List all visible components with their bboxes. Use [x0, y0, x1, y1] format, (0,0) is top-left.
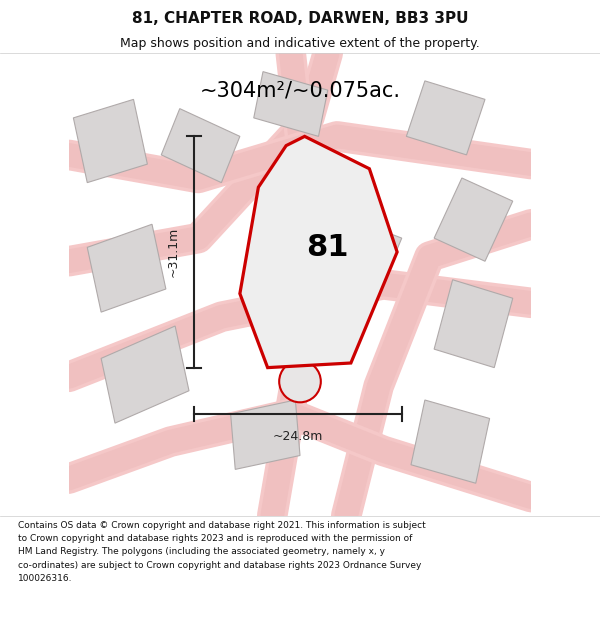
Polygon shape — [230, 400, 300, 469]
Text: Map shows position and indicative extent of the property.: Map shows position and indicative extent… — [120, 38, 480, 50]
Polygon shape — [161, 109, 240, 182]
Polygon shape — [406, 81, 485, 155]
Polygon shape — [411, 400, 490, 483]
Polygon shape — [319, 215, 402, 294]
Polygon shape — [240, 136, 397, 368]
Polygon shape — [434, 178, 513, 261]
Text: Contains OS data © Crown copyright and database right 2021. This information is : Contains OS data © Crown copyright and d… — [18, 521, 426, 583]
Polygon shape — [73, 99, 148, 182]
Text: 81, CHAPTER ROAD, DARWEN, BB3 3PU: 81, CHAPTER ROAD, DARWEN, BB3 3PU — [132, 11, 468, 26]
Text: ~24.8m: ~24.8m — [272, 431, 323, 444]
Polygon shape — [434, 280, 513, 368]
Text: ~304m²/~0.075ac.: ~304m²/~0.075ac. — [199, 80, 401, 100]
Polygon shape — [101, 326, 189, 423]
Circle shape — [279, 361, 321, 403]
Polygon shape — [254, 72, 328, 136]
Polygon shape — [87, 224, 166, 312]
Text: 81: 81 — [307, 233, 349, 262]
Text: ~31.1m: ~31.1m — [166, 227, 179, 277]
